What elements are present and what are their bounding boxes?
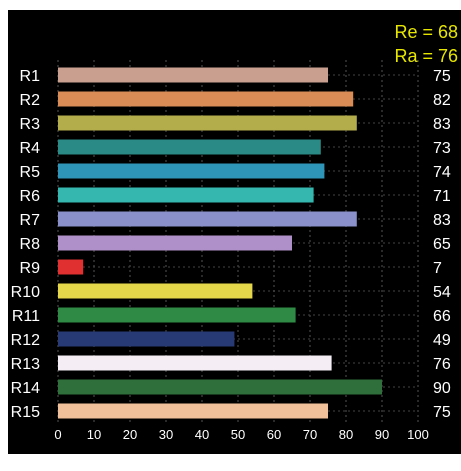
bar — [58, 332, 234, 347]
value-label: 90 — [433, 380, 451, 397]
bar — [58, 260, 83, 275]
category-label: R4 — [20, 140, 41, 157]
bar — [58, 116, 357, 131]
category-label: R1 — [20, 68, 41, 85]
category-label: R8 — [20, 236, 41, 253]
category-label: R10 — [11, 284, 40, 301]
category-label: R5 — [20, 164, 41, 181]
x-tick-label: 90 — [375, 427, 389, 442]
bar — [58, 188, 314, 203]
bar — [58, 404, 328, 419]
bar — [58, 140, 321, 155]
value-label: 54 — [433, 284, 451, 301]
category-label: R12 — [11, 332, 40, 349]
x-tick-label: 50 — [231, 427, 245, 442]
bar — [58, 356, 332, 371]
value-label: 75 — [433, 404, 451, 421]
x-tick-label: 100 — [407, 427, 429, 442]
annotation-label: Re = 68 — [394, 22, 458, 42]
value-label: 73 — [433, 140, 451, 157]
annotation-label: Ra = 76 — [394, 46, 458, 66]
value-label: 7 — [433, 260, 442, 277]
value-label: 83 — [433, 116, 451, 133]
x-tick-label: 40 — [195, 427, 209, 442]
bar — [58, 308, 296, 323]
category-label: R11 — [12, 308, 40, 325]
category-label: R14 — [11, 380, 40, 397]
value-label: 49 — [433, 332, 451, 349]
bar — [58, 68, 328, 83]
category-label: R6 — [20, 188, 41, 205]
value-label: 71 — [433, 188, 451, 205]
value-label: 76 — [433, 356, 451, 373]
bar — [58, 212, 357, 227]
x-tick-label: 0 — [54, 427, 61, 442]
value-labels: 75 82 83 73 74 71 83 65 7 54 66 49 76 90 75 — [433, 68, 451, 421]
bar — [58, 164, 324, 179]
bar — [58, 236, 292, 251]
x-tick-label: 10 — [87, 427, 101, 442]
value-label: 82 — [433, 92, 451, 109]
bar — [58, 380, 382, 395]
category-label: R3 — [20, 116, 41, 133]
x-tick-label: 20 — [123, 427, 137, 442]
category-label: R7 — [20, 212, 41, 229]
category-label: R9 — [20, 260, 41, 277]
bar — [58, 92, 353, 107]
category-label: R2 — [20, 92, 41, 109]
value-label: 65 — [433, 236, 451, 253]
value-label: 83 — [433, 212, 451, 229]
x-tick-label: 70 — [303, 427, 317, 442]
category-label: R13 — [11, 356, 40, 373]
value-label: 75 — [433, 68, 451, 85]
value-label: 66 — [433, 308, 451, 325]
x-tick-label: 30 — [159, 427, 173, 442]
category-label: R15 — [11, 404, 40, 421]
value-label: 74 — [433, 164, 451, 181]
x-tick-label: 60 — [267, 427, 281, 442]
x-tick-label: 80 — [339, 427, 353, 442]
bar — [58, 284, 252, 299]
